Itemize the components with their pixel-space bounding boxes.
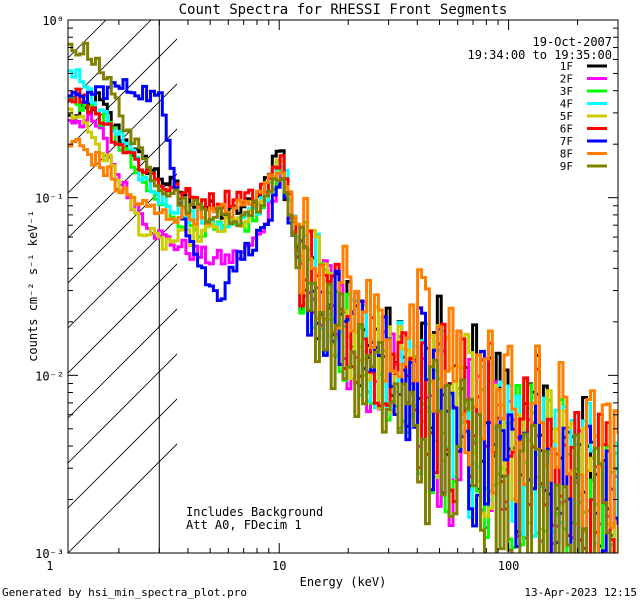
note-attenuator: Att A0, FDecim 1	[186, 518, 302, 532]
hatch-line	[68, 443, 177, 553]
hatch-line	[68, 83, 177, 194]
hatch-line	[68, 308, 177, 419]
hatch-line	[68, 20, 152, 104]
footer-generated-by: Generated by hsi_min_spectra_plot.pro	[2, 586, 247, 599]
legend-label-9F: 9F	[560, 160, 573, 173]
series-layer	[68, 41, 618, 553]
x-tick-label: 10	[272, 559, 286, 573]
hatch-line	[68, 20, 107, 59]
footer-timestamp: 13-Apr-2023 12:15	[524, 586, 637, 599]
date-label: 19-Oct-2007	[533, 35, 612, 49]
note-background: Includes Background	[186, 505, 323, 519]
y-tick-label: 10⁰	[42, 14, 64, 28]
hatch-line	[68, 353, 177, 464]
hatch-line	[68, 218, 177, 329]
x-axis-label: Energy (keV)	[300, 575, 387, 589]
x-tick-label: 100	[498, 559, 520, 573]
hatch-line	[68, 128, 177, 239]
background-hatched-region	[68, 20, 177, 553]
hatch-line	[68, 38, 177, 149]
legend-label-7F: 7F	[560, 135, 573, 148]
y-axis-label: counts cm⁻² s⁻¹ keV⁻¹	[26, 210, 40, 362]
legend-label-5F: 5F	[560, 110, 573, 123]
time-range-label: 19:34:00 to 19:35:00	[468, 48, 613, 62]
y-tick-label: 10⁻²	[35, 369, 64, 383]
axis-ticks: 1 10 100 10⁻³ 10⁻² 10⁻¹ 10⁰	[35, 14, 619, 573]
y-tick-label: 10⁻¹	[35, 192, 64, 206]
legend-label-1F: 1F	[560, 60, 573, 73]
series-line-9F	[68, 41, 612, 553]
x-tick-label: 1	[46, 559, 53, 573]
legend-label-3F: 3F	[560, 85, 573, 98]
chart-title: Count Spectra for RHESSI Front Segments	[179, 2, 508, 18]
hatch-line	[68, 263, 177, 374]
legend-label-4F: 4F	[560, 98, 573, 111]
plot-frame	[67, 19, 619, 554]
y-tick-label: 10⁻³	[35, 547, 64, 561]
hatch-line	[68, 398, 177, 509]
legend-label-2F: 2F	[560, 73, 573, 86]
legend-label-6F: 6F	[560, 123, 573, 136]
legend-label-8F: 8F	[560, 148, 573, 161]
hatch-line	[68, 173, 177, 284]
